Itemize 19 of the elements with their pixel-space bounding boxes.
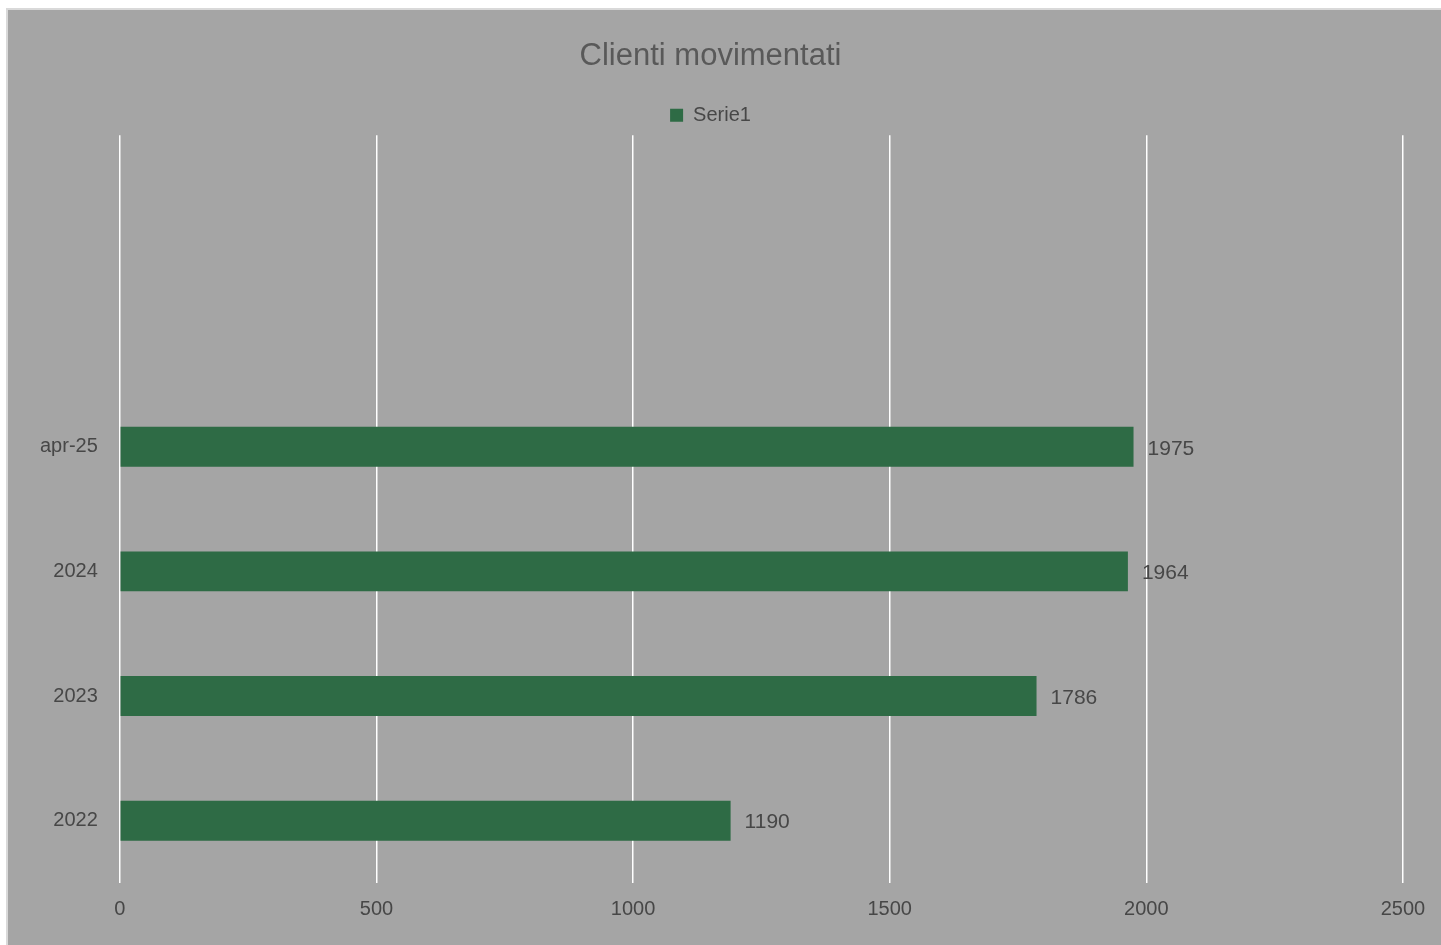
data-label: 1975 bbox=[1147, 435, 1195, 459]
x-tick-label: 500 bbox=[359, 896, 394, 919]
legend-label: Serie1 bbox=[693, 102, 751, 125]
data-label: 1786 bbox=[1050, 684, 1098, 708]
x-tick-label: 0 bbox=[114, 896, 126, 919]
y-tick-label: apr-25 bbox=[40, 434, 98, 457]
y-tick-label: 2023 bbox=[53, 683, 98, 706]
y-tick-label: 2022 bbox=[53, 808, 98, 831]
bar bbox=[120, 676, 1037, 716]
data-label: 1190 bbox=[744, 809, 790, 833]
x-tick-label: 2000 bbox=[1124, 896, 1169, 919]
x-tick-label: 1500 bbox=[867, 896, 912, 919]
x-tick-label: 1000 bbox=[610, 896, 656, 919]
bar bbox=[120, 800, 731, 841]
y-tick-label: 2024 bbox=[53, 558, 98, 581]
x-tick-label: 2500 bbox=[1380, 896, 1426, 919]
chart-title: Clienti movimentati bbox=[579, 37, 842, 73]
bar bbox=[120, 551, 1128, 592]
bar bbox=[120, 426, 1134, 467]
